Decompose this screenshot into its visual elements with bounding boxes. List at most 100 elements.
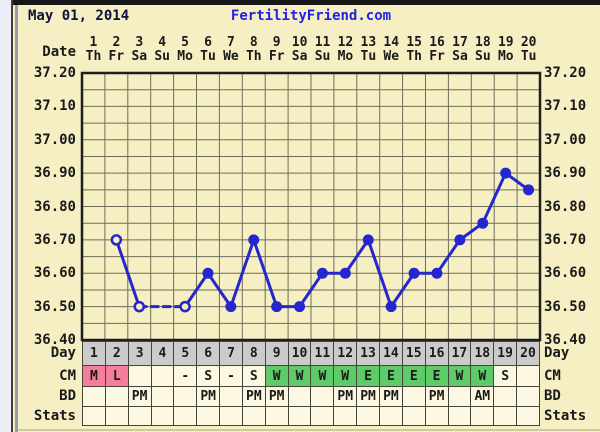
temperature-point[interactable] [523,184,535,196]
temperature-point[interactable] [271,301,283,313]
cm-cell-day-18[interactable]: W [471,366,495,386]
cm-cell-day-4[interactable] [151,366,175,386]
stats-cell-day-3[interactable] [128,407,152,425]
stats-cell-day-8[interactable] [242,407,266,425]
temperature-point[interactable] [431,267,443,279]
bd-cell-day-20[interactable] [517,387,540,406]
cm-cell-day-9[interactable]: W [265,366,289,386]
stats-cell-day-10[interactable] [288,407,312,425]
stats-cell-day-19[interactable] [494,407,518,425]
cycle-data-table: 1 2 3 4 5 6 7 8 9 10 11 12 13 14 15 16 17 18 19 20 M L - S - S W W W… [82,341,540,426]
temperature-point[interactable] [225,301,237,313]
fertilityfriend-brand-link[interactable]: FertilityFriend.com [230,8,392,24]
stats-row-label-right: Stats [544,408,587,424]
temperature-point[interactable] [248,234,260,246]
cm-cell-day-5[interactable]: - [174,366,198,386]
bd-cell-day-16[interactable]: PM [425,387,449,406]
cycle-day-number: 15 [406,35,422,50]
weekday-abbrev: Th [245,49,262,64]
temperature-point[interactable] [339,267,351,279]
stats-cell-day-14[interactable] [379,407,403,425]
bd-cell-day-9[interactable]: PM [265,387,289,406]
cm-cell-day-14[interactable]: E [379,366,403,386]
weekday-abbrev: We [223,49,239,64]
day-cell-day-16: 16 [425,342,449,365]
bd-cell-day-12[interactable]: PM [334,387,358,406]
stats-cell-day-4[interactable] [151,407,175,425]
bd-cell-day-15[interactable] [402,387,426,406]
cm-cell-day-6[interactable]: S [197,366,221,386]
cm-cell-day-19[interactable]: S [494,366,518,386]
temperature-point[interactable] [408,267,420,279]
bd-cell-day-17[interactable] [448,387,472,406]
bd-cell-day-11[interactable] [311,387,335,406]
temperature-point-open[interactable] [179,300,191,313]
bd-cell-day-19[interactable] [494,387,518,406]
stats-cell-day-11[interactable] [311,407,335,425]
stats-cell-day-15[interactable] [402,407,426,425]
bd-cell-day-1[interactable] [83,387,106,406]
temperature-point-open[interactable] [133,300,145,313]
cm-cell-day-1[interactable]: M [83,366,106,386]
temperature-point[interactable] [500,167,512,179]
weekday-abbrev: Th [85,49,102,64]
bd-cell-day-18[interactable]: AM [471,387,495,406]
cm-cell-day-17[interactable]: W [448,366,472,386]
temperature-point[interactable] [202,267,214,279]
stats-cell-day-17[interactable] [448,407,472,425]
stats-cell-day-2[interactable] [105,407,129,425]
temperature-point[interactable] [385,301,397,313]
cm-cell-day-7[interactable]: - [220,366,243,386]
stats-cell-day-5[interactable] [174,407,198,425]
bd-cell-day-6[interactable]: PM [197,387,221,406]
temperature-line-segment [481,171,508,225]
stats-cell-day-16[interactable] [425,407,449,425]
cycle-day-number: 6 [204,35,212,50]
bd-row: PM PM PM PM PM PM PM PM AM [82,386,540,406]
bd-cell-day-2[interactable] [105,387,129,406]
cm-cell-day-8[interactable]: S [242,366,266,386]
weekday-abbrev: Su [154,49,170,64]
day-row: 1 2 3 4 5 6 7 8 9 10 11 12 13 14 15 16 17 18 19 20 [82,341,540,365]
bd-cell-day-3[interactable]: PM [128,387,152,406]
weekday-abbrev: Sa [291,49,308,64]
stats-cell-day-6[interactable] [197,407,221,425]
cm-cell-day-10[interactable]: W [288,366,312,386]
temperature-point[interactable] [454,234,466,246]
stats-row [82,406,540,426]
bd-cell-day-7[interactable] [220,387,243,406]
bd-cell-day-13[interactable]: PM [357,387,380,406]
temperature-point[interactable] [294,301,306,313]
stats-cell-day-12[interactable] [334,407,358,425]
weekday-abbrev: Mo [177,49,193,64]
temperature-point[interactable] [477,217,489,229]
cm-cell-day-2[interactable]: L [105,366,129,386]
cm-cell-day-13[interactable]: E [357,366,380,386]
stats-cell-day-7[interactable] [220,407,243,425]
cm-cell-day-3[interactable] [128,366,152,386]
bd-cell-day-5[interactable] [174,387,198,406]
bd-cell-day-4[interactable] [151,387,175,406]
bd-cell-day-8[interactable]: PM [242,387,266,406]
stats-cell-day-18[interactable] [471,407,495,425]
temperature-point-open[interactable] [110,234,123,246]
bd-cell-day-14[interactable]: PM [379,387,403,406]
stats-cell-day-13[interactable] [357,407,380,425]
temperature-point[interactable] [316,267,328,279]
cm-cell-day-15[interactable]: E [402,366,426,386]
bd-cell-day-10[interactable] [288,387,312,406]
temperature-point[interactable] [362,234,374,246]
stats-cell-day-9[interactable] [265,407,289,425]
cm-cell-day-20[interactable] [517,366,540,386]
weekday-abbrev: Su [475,49,491,64]
y-axis-tick-label: 36.50 [33,299,76,315]
cycle-day-number: 1 [89,35,98,50]
stats-cell-day-1[interactable] [83,407,106,425]
y-axis-tick-label: 36.70 [33,232,76,248]
weekday-abbrev: We [383,49,400,64]
cm-cell-day-16[interactable]: E [425,366,449,386]
stats-cell-day-20[interactable] [517,407,540,425]
cm-cell-day-11[interactable]: W [311,366,335,386]
cm-cell-day-12[interactable]: W [334,366,358,386]
